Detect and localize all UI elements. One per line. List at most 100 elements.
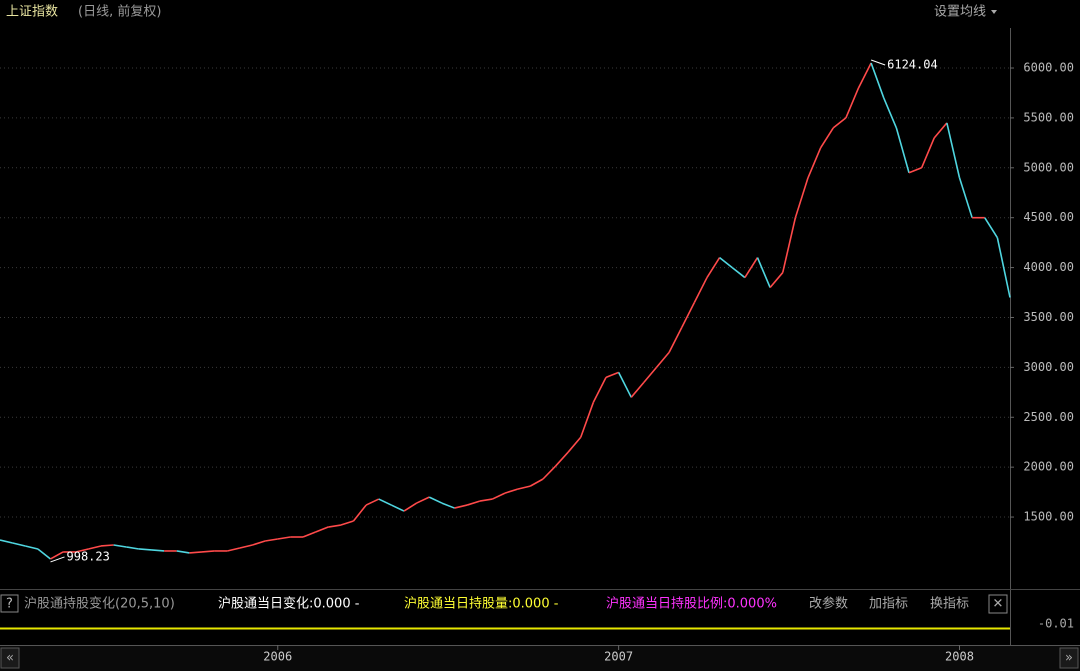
price-segment — [794, 177, 809, 218]
ma-button[interactable]: 设置均线 — [934, 5, 986, 20]
price-segment — [504, 488, 518, 494]
indicator-axis-label: -0.01 — [1038, 617, 1074, 631]
x-tick-label: 2007 — [604, 650, 633, 664]
y-tick-label: 4000.00 — [1023, 260, 1074, 274]
price-segment — [151, 549, 165, 552]
low-label: 998.23 — [67, 549, 110, 563]
price-segment — [617, 371, 632, 398]
close-box[interactable] — [988, 594, 1008, 614]
time-axis — [0, 645, 1080, 671]
price-segment — [681, 302, 696, 328]
price-segment — [996, 237, 1011, 298]
price-segment — [643, 366, 658, 383]
price-segment — [252, 540, 266, 546]
price-segment — [605, 371, 619, 379]
price-segment — [655, 351, 670, 368]
help-box[interactable] — [0, 594, 19, 613]
price-segment — [908, 167, 922, 174]
price-segment — [719, 256, 733, 269]
price-segment — [984, 217, 999, 239]
price-segment — [731, 266, 746, 279]
price-segment — [492, 492, 506, 500]
price-segment — [845, 87, 860, 119]
price-segment — [416, 496, 430, 504]
indicator-item: 沪股通当日变化:0.000 - — [218, 596, 360, 612]
price-segment — [466, 500, 480, 506]
price-segment — [239, 544, 253, 549]
y-tick-label: 3500.00 — [1023, 310, 1074, 324]
low-arrow — [50, 556, 65, 563]
close[interactable]: ✕ — [993, 597, 1004, 612]
price-segment — [441, 502, 455, 509]
price-segment — [50, 551, 64, 560]
indicator-item: 沪股通当日持股量:0.000 - — [404, 596, 559, 612]
price-segment — [37, 548, 51, 560]
y-tick-label: 2000.00 — [1023, 460, 1074, 474]
price-segment — [946, 122, 961, 178]
price-segment — [819, 127, 834, 149]
subtitle: (日线, 前复权) — [78, 4, 161, 20]
price-segment — [315, 526, 329, 533]
price-segment — [88, 545, 102, 550]
price-segment — [391, 504, 405, 512]
price-segment — [781, 217, 797, 273]
plot: 1500.00 2000.00 2500.00 3000.00 3500.00 4000.… — [0, 58, 1074, 563]
title: 上证指数 — [6, 5, 58, 20]
y-tick-label: 5500.00 — [1023, 110, 1074, 124]
price-segment — [113, 544, 127, 548]
price-segment — [769, 272, 784, 289]
price-segment — [0, 539, 13, 544]
price-segment — [25, 545, 39, 550]
price-segment — [706, 257, 721, 278]
high-arrow — [870, 59, 886, 66]
price-segment — [517, 485, 531, 490]
price-segment — [189, 551, 203, 554]
y-tick-label: 5000.00 — [1023, 160, 1074, 174]
param-button[interactable]: 改参数 — [809, 596, 848, 612]
price-segment — [138, 548, 152, 551]
add-button[interactable]: 加指标 — [869, 597, 908, 612]
nav-right-box[interactable] — [1059, 647, 1079, 669]
y-tick-label: 1500.00 — [1023, 510, 1074, 524]
price-segment — [668, 327, 683, 353]
price-segment — [630, 381, 645, 398]
price-segment — [227, 547, 241, 552]
price-segment — [328, 524, 341, 528]
high-label: 6124.04 — [887, 58, 938, 72]
help[interactable]: ? — [6, 597, 13, 612]
price-segment — [365, 498, 380, 506]
price-segment — [832, 117, 847, 129]
price-segment — [554, 451, 569, 467]
nav-left-box[interactable] — [0, 647, 20, 669]
price-segment — [857, 62, 872, 89]
price-segment — [75, 548, 89, 553]
price-segment — [403, 502, 418, 512]
indicator-item: 沪股通当日持股比例:0.000% — [606, 596, 777, 612]
swap-button[interactable]: 换指标 — [930, 597, 969, 612]
y-tick-label: 6000.00 — [1023, 61, 1074, 75]
x-tick-label: 2006 — [263, 650, 292, 664]
price-segment — [756, 257, 771, 288]
price-segment — [176, 550, 190, 554]
price-segment — [12, 542, 26, 547]
price-segment — [378, 498, 392, 506]
price-segment — [807, 147, 822, 179]
price-segment — [693, 277, 708, 303]
nav-right[interactable]: » — [1065, 651, 1073, 666]
price-segment — [933, 122, 948, 139]
x-tick-label: 2008 — [945, 650, 974, 664]
price-segment — [542, 465, 557, 480]
price-segment — [454, 504, 468, 509]
price-segment — [428, 496, 443, 504]
nav-left[interactable]: « — [6, 651, 14, 666]
price-segment — [340, 520, 354, 526]
price-segment — [567, 436, 582, 453]
dropdown-arrow — [991, 10, 997, 14]
price-segment — [100, 544, 114, 547]
price-segment — [870, 62, 885, 99]
price-segment — [920, 137, 935, 169]
price-segment — [529, 478, 544, 487]
indicator-name: 沪股通持股变化(20,5,10) — [24, 596, 175, 612]
